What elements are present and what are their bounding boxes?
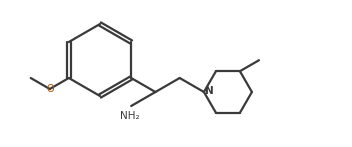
Text: O: O [46,83,54,93]
Text: N: N [205,86,214,96]
Text: NH₂: NH₂ [120,111,140,121]
